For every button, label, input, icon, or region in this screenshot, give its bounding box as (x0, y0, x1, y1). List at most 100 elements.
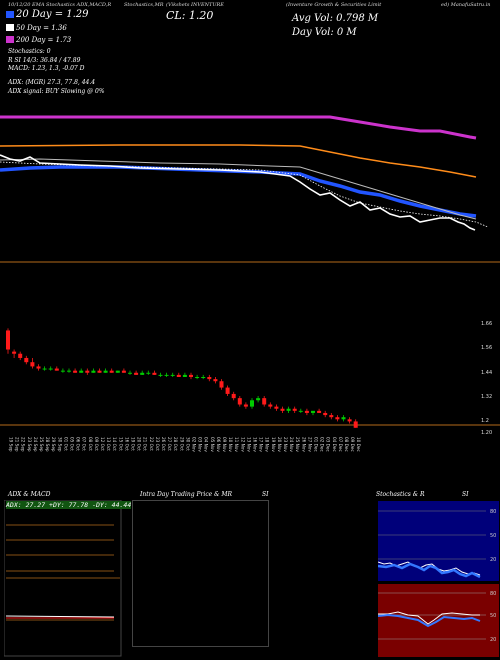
date-tick-label: 22 Oct (149, 437, 154, 451)
date-tick-label: 14 Oct (112, 437, 117, 451)
price-axis: 1.66 1.56 1.44 1.32 1.2 1.20 (481, 321, 492, 436)
candles (6, 328, 358, 428)
date-tick-label: 03 Nov (198, 437, 203, 452)
candle-body (329, 415, 334, 418)
date-tick-label: 13 Oct (106, 437, 111, 451)
rsi-signal (378, 613, 481, 628)
candle-body (79, 370, 84, 373)
candle-body (128, 372, 132, 374)
date-tick-label: 21 Sep (15, 437, 20, 452)
date-tick-label: 27 Oct (167, 437, 172, 451)
price-tick-label: 1.66 (481, 321, 492, 327)
candle-body (152, 372, 157, 375)
adx-values: ADX: (MGR) 27.3, 77.8, 44.4 (8, 79, 96, 86)
candle-body (134, 372, 139, 375)
candle-body (12, 351, 17, 354)
candle-body (304, 410, 309, 413)
date-tick-label: 06 Nov (216, 437, 221, 452)
candle-body (164, 374, 169, 376)
date-tick-label: 05 Nov (210, 437, 215, 452)
date-axis: 19 Sep 21 Sep 22 Sep 23 Sep 24 Sep 25 Sep 28 S… (9, 437, 362, 452)
date-tick-label: 28 Oct (173, 437, 178, 451)
header-symbol: (Vikshets INVENTURE (166, 2, 224, 8)
candle-body (317, 410, 322, 413)
candle-body (213, 379, 218, 382)
close-price: CL: 1.20 (166, 9, 214, 22)
date-tick-label: 09 Dec (350, 437, 355, 452)
date-tick-label: 03 Dec (326, 437, 331, 452)
date-tick-label: 17 Nov (259, 437, 264, 452)
mr-panel-si: SI (262, 491, 269, 498)
date-tick-label: 20 Nov (277, 437, 282, 452)
candle-body (286, 408, 291, 411)
candle-body (36, 366, 41, 369)
stoch-panel: 80 50 20 80 50 20 (378, 501, 499, 657)
candle-body (121, 370, 126, 373)
date-tick-label: 25 Nov (295, 437, 300, 452)
date-tick-label: 29 Sep (51, 437, 56, 452)
price-tick-label: 1.32 (481, 394, 492, 400)
date-tick-label: 08 Oct (88, 437, 93, 451)
date-tick-label: 26 Oct (161, 437, 166, 451)
date-tick-label: 29 Oct (179, 437, 184, 451)
date-tick-label: 18 Nov (265, 437, 270, 452)
candle-body (42, 368, 47, 370)
candle-body (292, 408, 297, 411)
date-tick-label: 16 Oct (124, 437, 129, 451)
candle-body (250, 400, 254, 407)
candle-body (97, 370, 102, 373)
date-tick-label: 13 Nov (246, 437, 251, 452)
candle-body (280, 408, 285, 411)
date-tick-label: 10 Nov (228, 437, 233, 452)
date-tick-label: 05 Oct (70, 437, 75, 451)
date-tick-label: 12 Oct (100, 437, 105, 451)
ema20-label: 20 Day = 1.29 (16, 9, 89, 20)
date-tick-label: 04 Dec (332, 437, 337, 452)
date-tick-label: 23 Sep (27, 437, 32, 452)
date-tick-label: 30 Oct (185, 437, 190, 451)
legend-ema200: 200 Day = 1.73 (6, 36, 71, 44)
main-chart: 1.66 1.56 1.44 1.32 1.2 1.20 19 Sep 21 Sep 22 S… (0, 115, 500, 452)
stoch-values: R SI 14/3: 36.84 / 47.89 (8, 57, 81, 64)
header-left: 10/12/20 EMA Stochastics ADX,MACD,R (8, 2, 112, 8)
date-tick-label: 24 Nov (289, 437, 294, 452)
date-tick-label: 01 Oct (63, 437, 68, 451)
date-tick-label: 19 Nov (271, 437, 276, 452)
candle-body (146, 372, 151, 374)
candle-body (182, 374, 187, 377)
candle-body (225, 387, 230, 394)
candle-body (54, 368, 59, 371)
candle-body (176, 374, 181, 377)
mr-panel-frame (132, 500, 269, 647)
date-tick-label: 02 Dec (320, 437, 325, 452)
date-tick-label: 11 Nov (234, 437, 239, 452)
candle-body (91, 370, 96, 373)
stoch-lower-label-20: 20 (490, 637, 496, 643)
stoch-lower-label-50: 50 (490, 613, 496, 619)
ema200-line (0, 115, 477, 140)
candle-body (268, 404, 273, 407)
legend-ema50: 50 Day = 1.36 (6, 24, 67, 32)
candle-body (311, 410, 315, 413)
candle-body (140, 372, 145, 375)
candle-body (85, 370, 90, 373)
candle-body (30, 362, 35, 367)
price-tick-label: 1.20 (481, 430, 492, 436)
price-line (0, 154, 476, 231)
date-tick-label: 21 Oct (143, 437, 148, 451)
date-tick-label: 07 Dec (338, 437, 343, 452)
candle-body (103, 370, 108, 373)
date-tick-label: 09 Nov (222, 437, 227, 452)
candle-body (24, 357, 29, 363)
date-tick-label: 25 Sep (39, 437, 44, 452)
stoch-upper-label-20: 20 (490, 557, 496, 563)
date-tick-label: 08 Dec (344, 437, 349, 452)
candle-body (341, 417, 346, 420)
date-tick-label: 04 Nov (204, 437, 209, 452)
header-right2: ed) ManafuSatru.in (441, 2, 491, 8)
stoch-upper-label-80: 80 (490, 509, 496, 515)
ema20-swatch (6, 11, 14, 18)
legend-ema20: 20 Day = 1.29 (6, 9, 89, 20)
adx-panel (4, 500, 122, 657)
stoch-panel-si: SI (462, 491, 469, 498)
